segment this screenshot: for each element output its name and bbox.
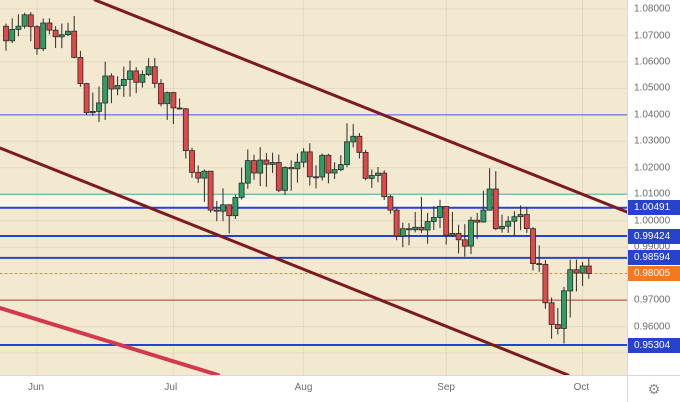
last-price-label: 0.98005 [628,266,680,281]
time-axis-label[interactable]: Aug [294,382,313,393]
price-axis[interactable]: 1.08000 1.07000 1.06000 1.05000 1.04000 1.030… [627,0,680,375]
price-axis-label: 1.06000 [634,56,671,68]
chart-pane[interactable] [0,0,627,375]
price-axis-label: 1.08000 [634,3,671,15]
price-axis-label: 1.04000 [634,109,671,121]
price-axis-label: 1.05000 [634,82,671,94]
gear-icon: ⚙ [647,381,661,397]
zone-band [0,194,627,208]
candlestick-chart[interactable] [0,0,627,375]
price-axis-label: 1.00000 [634,215,671,227]
time-axis-label[interactable]: Jul [164,382,178,393]
price-level-label: 0.99424 [628,228,680,244]
trendline[interactable] [93,0,627,214]
price-level-label: 1.00491 [628,200,680,216]
time-axis-label[interactable]: Sep [437,382,455,393]
time-axis[interactable]: Jun Jul Aug Sep Oct [0,375,627,402]
price-axis-label: 1.03000 [634,135,671,147]
price-axis-label: 0.99000 [634,241,671,253]
time-axis-label[interactable]: Oct [573,382,590,393]
candles-series [3,12,592,344]
price-axis-label: 0.96000 [634,321,671,333]
time-axis-label[interactable]: Jun [28,382,45,393]
price-level-label: 0.98594 [628,250,680,266]
price-axis-label: 0.97000 [634,294,671,306]
trendline[interactable] [0,306,220,375]
trendline[interactable] [0,146,570,375]
price-level-label: 0.95304 [628,337,680,353]
price-axis-label: 1.01000 [634,188,671,200]
price-axis-label: 1.02000 [634,162,671,174]
price-axis-label: 1.07000 [634,30,671,41]
price-scale-settings-button[interactable]: ⚙ [627,375,680,402]
